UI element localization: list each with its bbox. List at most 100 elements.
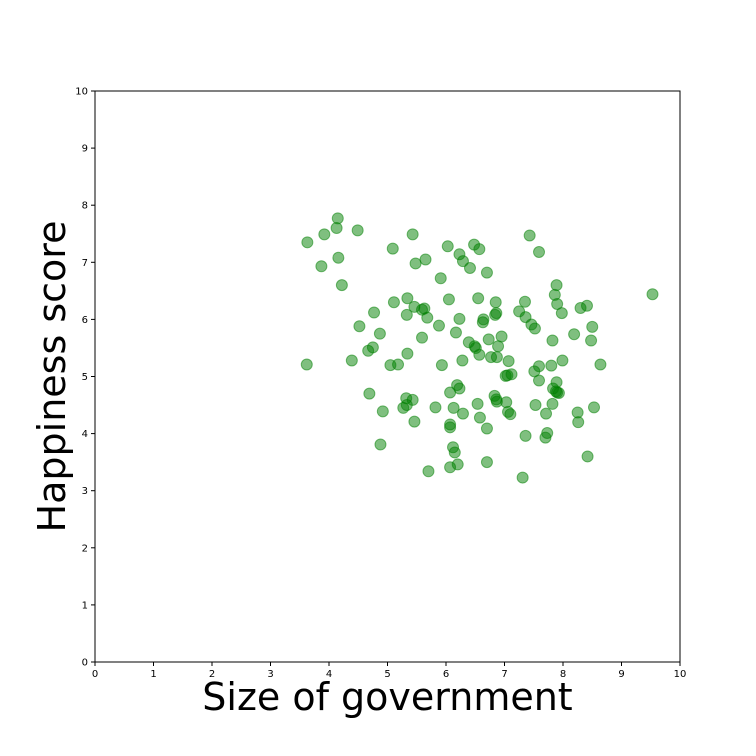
- data-point: [453, 382, 466, 395]
- data-point: [480, 266, 493, 279]
- data-points: [300, 212, 659, 484]
- data-point: [421, 311, 434, 324]
- data-point: [401, 347, 414, 360]
- y-tick-label: 2: [82, 543, 88, 554]
- data-point: [473, 411, 486, 424]
- data-point: [480, 456, 493, 469]
- data-point: [419, 253, 432, 266]
- x-tick-label: 3: [267, 669, 273, 680]
- x-tick-label: 1: [150, 669, 156, 680]
- x-tick-label: 10: [674, 669, 687, 680]
- data-point: [432, 319, 445, 332]
- data-point: [429, 401, 442, 414]
- data-point: [547, 382, 560, 395]
- data-point: [434, 272, 447, 285]
- y-tick-label: 6: [82, 315, 88, 326]
- data-point: [555, 307, 568, 320]
- data-point: [472, 292, 485, 305]
- data-point: [646, 288, 659, 301]
- data-point: [362, 344, 375, 357]
- data-point: [386, 242, 399, 255]
- plot-frame: [94, 90, 681, 663]
- data-point: [585, 334, 598, 347]
- data-point: [400, 308, 413, 321]
- data-point: [476, 316, 489, 329]
- data-point: [330, 222, 343, 235]
- data-point: [505, 368, 518, 381]
- data-point: [546, 397, 559, 410]
- data-point: [363, 387, 376, 400]
- data-point: [489, 296, 502, 309]
- data-point: [315, 260, 328, 273]
- x-tick-label: 7: [501, 669, 507, 680]
- y-tick-label: 3: [82, 486, 88, 497]
- y-tick-label: 1: [82, 600, 88, 611]
- data-point: [422, 465, 435, 478]
- data-point: [580, 299, 593, 312]
- data-point: [408, 415, 421, 428]
- data-point: [529, 399, 542, 412]
- data-point: [463, 262, 476, 275]
- data-point: [516, 471, 529, 484]
- data-point: [556, 354, 569, 367]
- data-point: [401, 292, 414, 305]
- y-tick-label: 4: [82, 429, 88, 440]
- data-point: [473, 243, 486, 256]
- y-tick-label: 0: [82, 658, 88, 669]
- data-point: [502, 355, 515, 368]
- data-point: [444, 418, 457, 431]
- data-point: [448, 446, 461, 459]
- data-point: [409, 257, 422, 270]
- x-tick-label: 9: [618, 669, 624, 680]
- data-point: [301, 236, 314, 249]
- data-point: [374, 438, 387, 451]
- data-point: [435, 359, 448, 372]
- data-point: [533, 374, 546, 387]
- data-point: [335, 279, 348, 292]
- data-point: [581, 450, 594, 463]
- data-point: [518, 295, 531, 308]
- y-axis-ticks: 0 1 2 3 4 5 6 7 8 9 10: [75, 87, 95, 669]
- data-point: [546, 334, 559, 347]
- data-point: [373, 327, 386, 340]
- data-point: [318, 228, 331, 241]
- data-point: [480, 422, 493, 435]
- data-point: [473, 348, 486, 361]
- data-point: [345, 354, 358, 367]
- data-point: [533, 246, 546, 259]
- data-point: [568, 328, 581, 341]
- data-point: [471, 397, 484, 410]
- data-point: [523, 229, 536, 242]
- data-point: [490, 393, 503, 406]
- data-point: [368, 306, 381, 319]
- data-point: [588, 401, 601, 414]
- data-point: [442, 293, 455, 306]
- data-point: [332, 251, 345, 264]
- data-point: [351, 224, 364, 237]
- data-point: [492, 340, 505, 353]
- data-point: [387, 296, 400, 309]
- data-point: [453, 312, 466, 325]
- x-tick-label: 5: [384, 669, 390, 680]
- data-point: [540, 407, 553, 420]
- data-point: [519, 429, 532, 442]
- data-point: [444, 461, 457, 474]
- data-point: [416, 331, 429, 344]
- data-point: [482, 333, 495, 346]
- data-point: [376, 405, 389, 418]
- data-point: [456, 407, 469, 420]
- data-point: [545, 359, 558, 372]
- x-axis-ticks: 0 1 2 3 4 5 6 7 8 9 10: [92, 662, 687, 680]
- data-point: [353, 320, 366, 333]
- data-point: [500, 396, 513, 409]
- y-axis-title: Happiness score: [30, 221, 74, 533]
- x-tick-label: 4: [326, 669, 332, 680]
- y-tick-label: 8: [82, 201, 88, 212]
- data-point: [406, 228, 419, 241]
- y-tick-label: 9: [82, 144, 88, 155]
- y-tick-label: 10: [75, 87, 88, 98]
- data-point: [586, 320, 599, 333]
- data-point: [550, 279, 563, 292]
